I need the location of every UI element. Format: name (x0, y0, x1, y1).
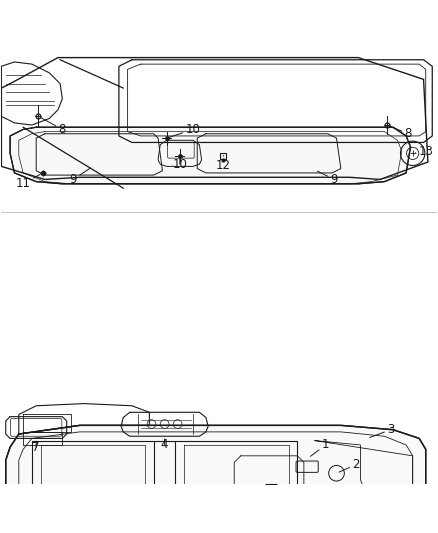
Text: 3: 3 (370, 423, 395, 438)
Text: 6: 6 (0, 532, 1, 533)
Text: 12: 12 (216, 156, 231, 172)
Text: 1: 1 (311, 439, 329, 456)
Text: 4: 4 (161, 439, 168, 451)
Text: 7: 7 (32, 441, 40, 454)
Text: 9: 9 (317, 171, 338, 186)
Text: 14: 14 (0, 532, 1, 533)
Text: 2: 2 (339, 458, 360, 472)
Text: 8: 8 (389, 126, 412, 140)
Text: 11: 11 (16, 174, 40, 190)
Polygon shape (1, 58, 428, 180)
Text: 10: 10 (173, 158, 187, 171)
Text: 15: 15 (0, 532, 1, 533)
Text: 9: 9 (70, 168, 91, 186)
Polygon shape (6, 425, 426, 533)
Polygon shape (10, 127, 410, 184)
Text: 13: 13 (415, 144, 433, 158)
Text: 10: 10 (170, 123, 200, 137)
Text: 8: 8 (41, 118, 66, 136)
